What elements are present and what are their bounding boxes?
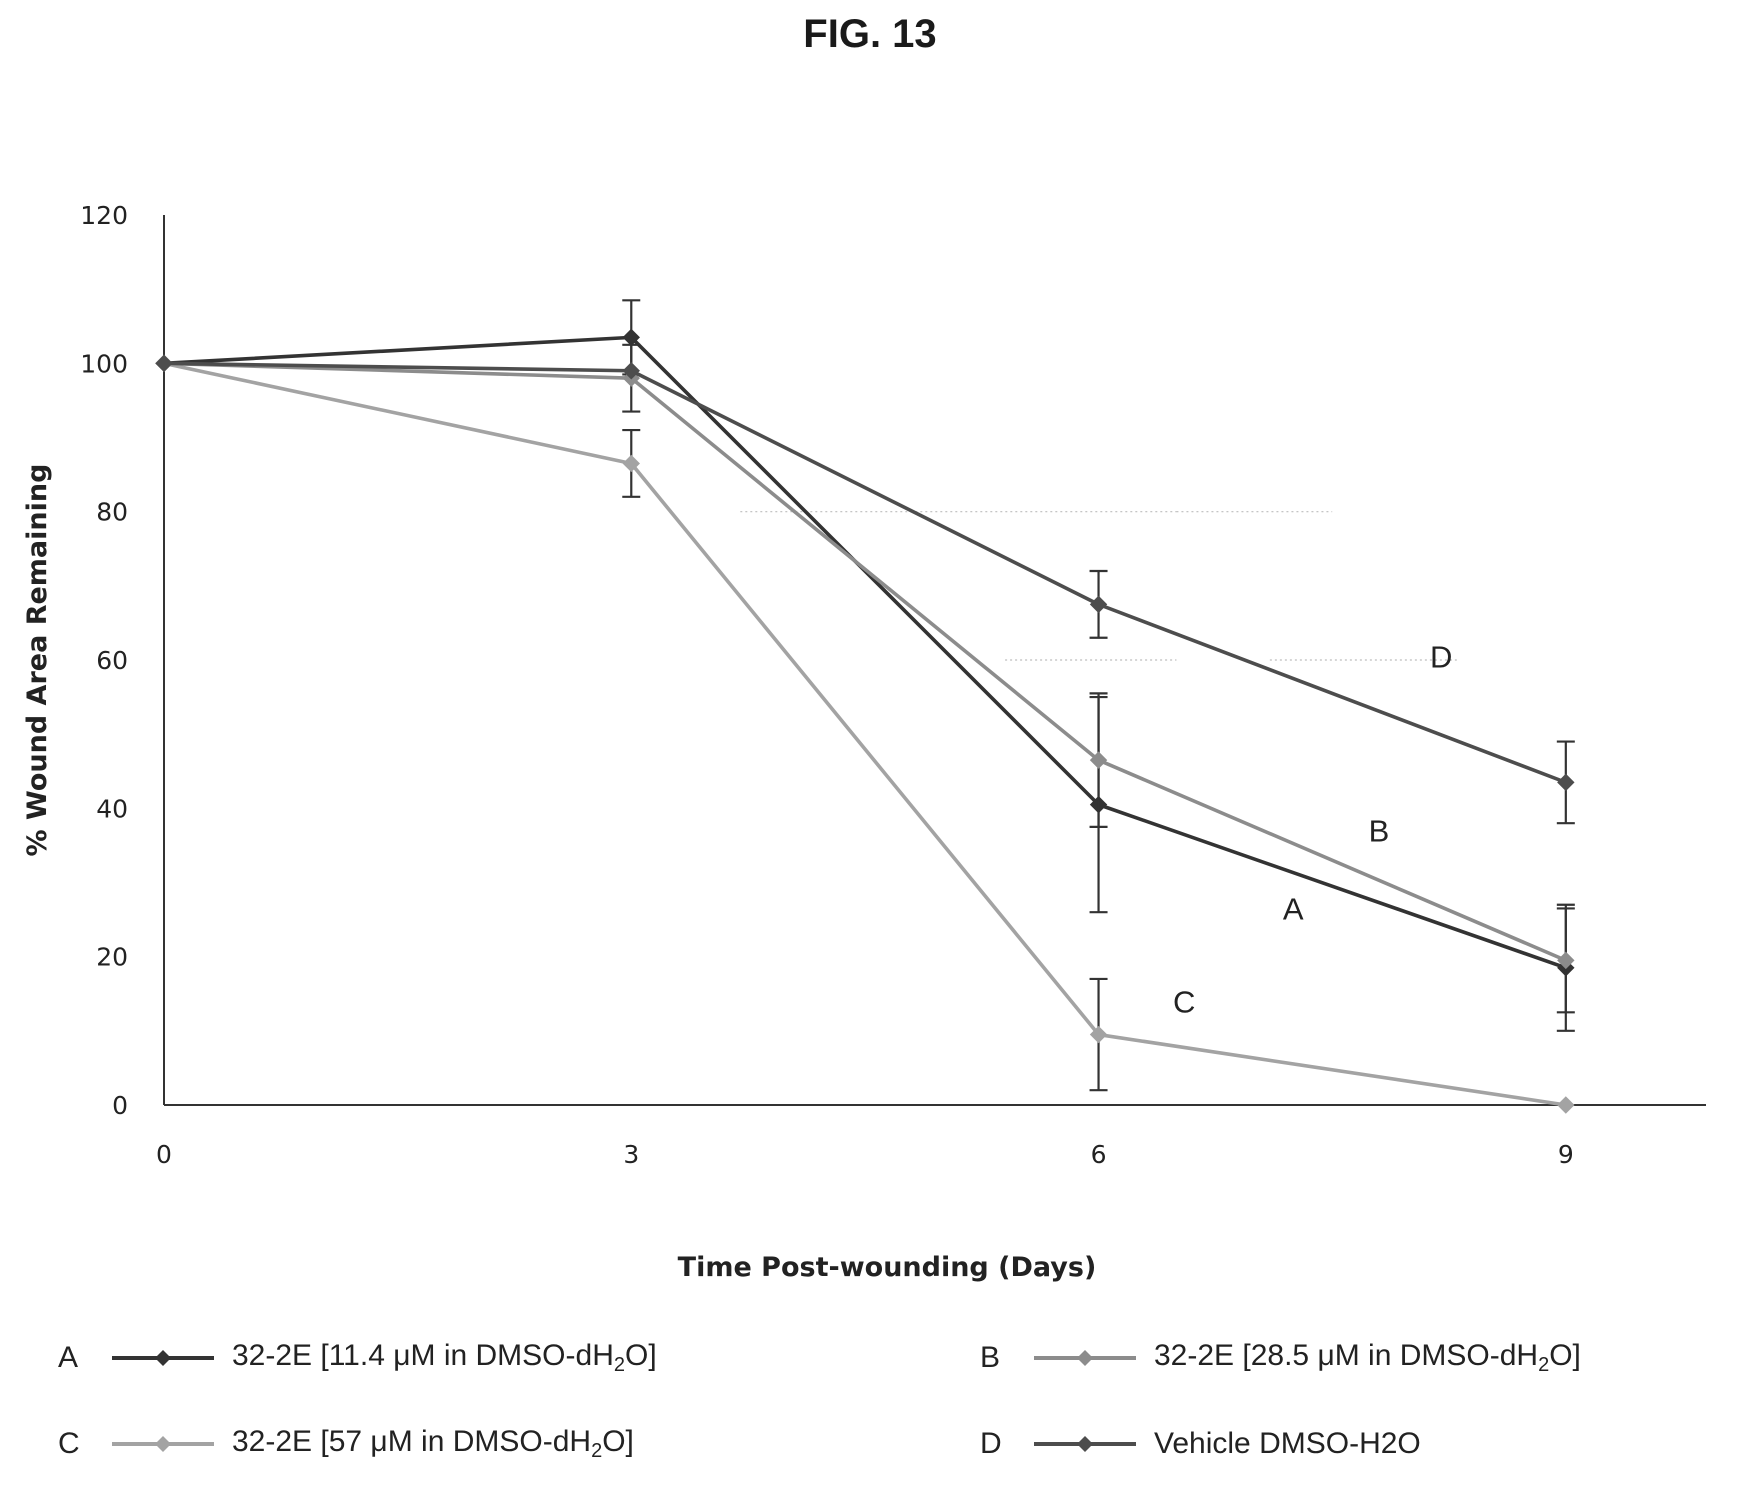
legend-swatch [1034,1350,1136,1366]
y-tick-label: 120 [80,201,128,230]
series-group [155,299,1575,1114]
legend-item-B: B 32-2E [28.5 μM in DMSO-dH2O] [980,1336,1581,1380]
legend-item-A: A 32-2E [11.4 μM in DMSO-dH2O] [58,1336,657,1380]
legend-letter: D [980,1427,1002,1460]
figure-title: FIG. 13 [803,12,937,56]
y-axis-label: % Wound Area Remaining [22,464,53,857]
series-annotation: A [1283,892,1304,927]
series-line [163,361,1567,963]
series-line [163,335,1567,970]
legend-label: 32-2E [28.5 μM in DMSO-dH2O] [1154,1339,1581,1376]
legend-swatch-marker [155,1436,171,1452]
series-A [155,299,1575,1032]
data-point [1089,1025,1108,1044]
legend-swatch-marker [1077,1436,1093,1452]
legend-swatch-marker [1077,1350,1093,1366]
data-point [1089,595,1108,614]
x-axis-label: Time Post-wounding (Days) [678,1252,1097,1283]
series-annotation: B [1369,814,1390,849]
series-line [163,361,1567,785]
legend-item-D: D Vehicle DMSO-H2O [980,1422,1421,1466]
data-point [1557,773,1575,792]
y-tick-label: 20 [96,943,128,972]
data-point [1557,951,1575,970]
data-point [1089,751,1108,769]
legend-label: Vehicle DMSO-H2O [1154,1427,1421,1460]
series-D [155,354,1575,825]
legend-letter: A [58,1341,79,1374]
legend-label: 32-2E [57 μM in DMSO-dH2O] [232,1425,634,1462]
series-C [155,354,1575,1114]
y-tick-label: 60 [96,646,128,675]
axes [163,215,1706,1106]
y-tick-label: 40 [96,794,128,823]
y-tick-label: 80 [96,498,128,527]
series-annotation: D [1430,639,1452,674]
legend-swatch [112,1350,214,1366]
tick-labels: 0 20 40 60 80 100 120 0 3 6 9 [80,201,1573,1169]
legend-swatch [112,1436,214,1452]
series-line [163,361,1567,1107]
data-point [1557,1096,1575,1114]
legend-letter: C [58,1427,80,1460]
legend-item-C: C 32-2E [57 μM in DMSO-dH2O] [58,1422,634,1466]
legend-swatch [1034,1436,1136,1452]
legend-swatch-marker [155,1350,171,1366]
data-point [155,354,173,373]
data-point [622,362,640,380]
y-tick-label: 100 [80,349,128,378]
x-tick-label: 3 [623,1140,639,1169]
legend-label: 32-2E [11.4 μM in DMSO-dH2O] [232,1339,657,1376]
series-annotation: C [1173,984,1195,1019]
annotations: D B A C [1173,639,1452,1019]
x-tick-label: 6 [1091,1140,1107,1169]
data-point [622,454,640,473]
grid-lines [740,511,1457,661]
x-tick-label: 9 [1558,1140,1574,1169]
y-tick-label: 0 [112,1091,128,1120]
legend-letter: B [980,1341,1001,1374]
series-B [155,343,1575,1014]
x-tick-label: 0 [156,1140,172,1169]
